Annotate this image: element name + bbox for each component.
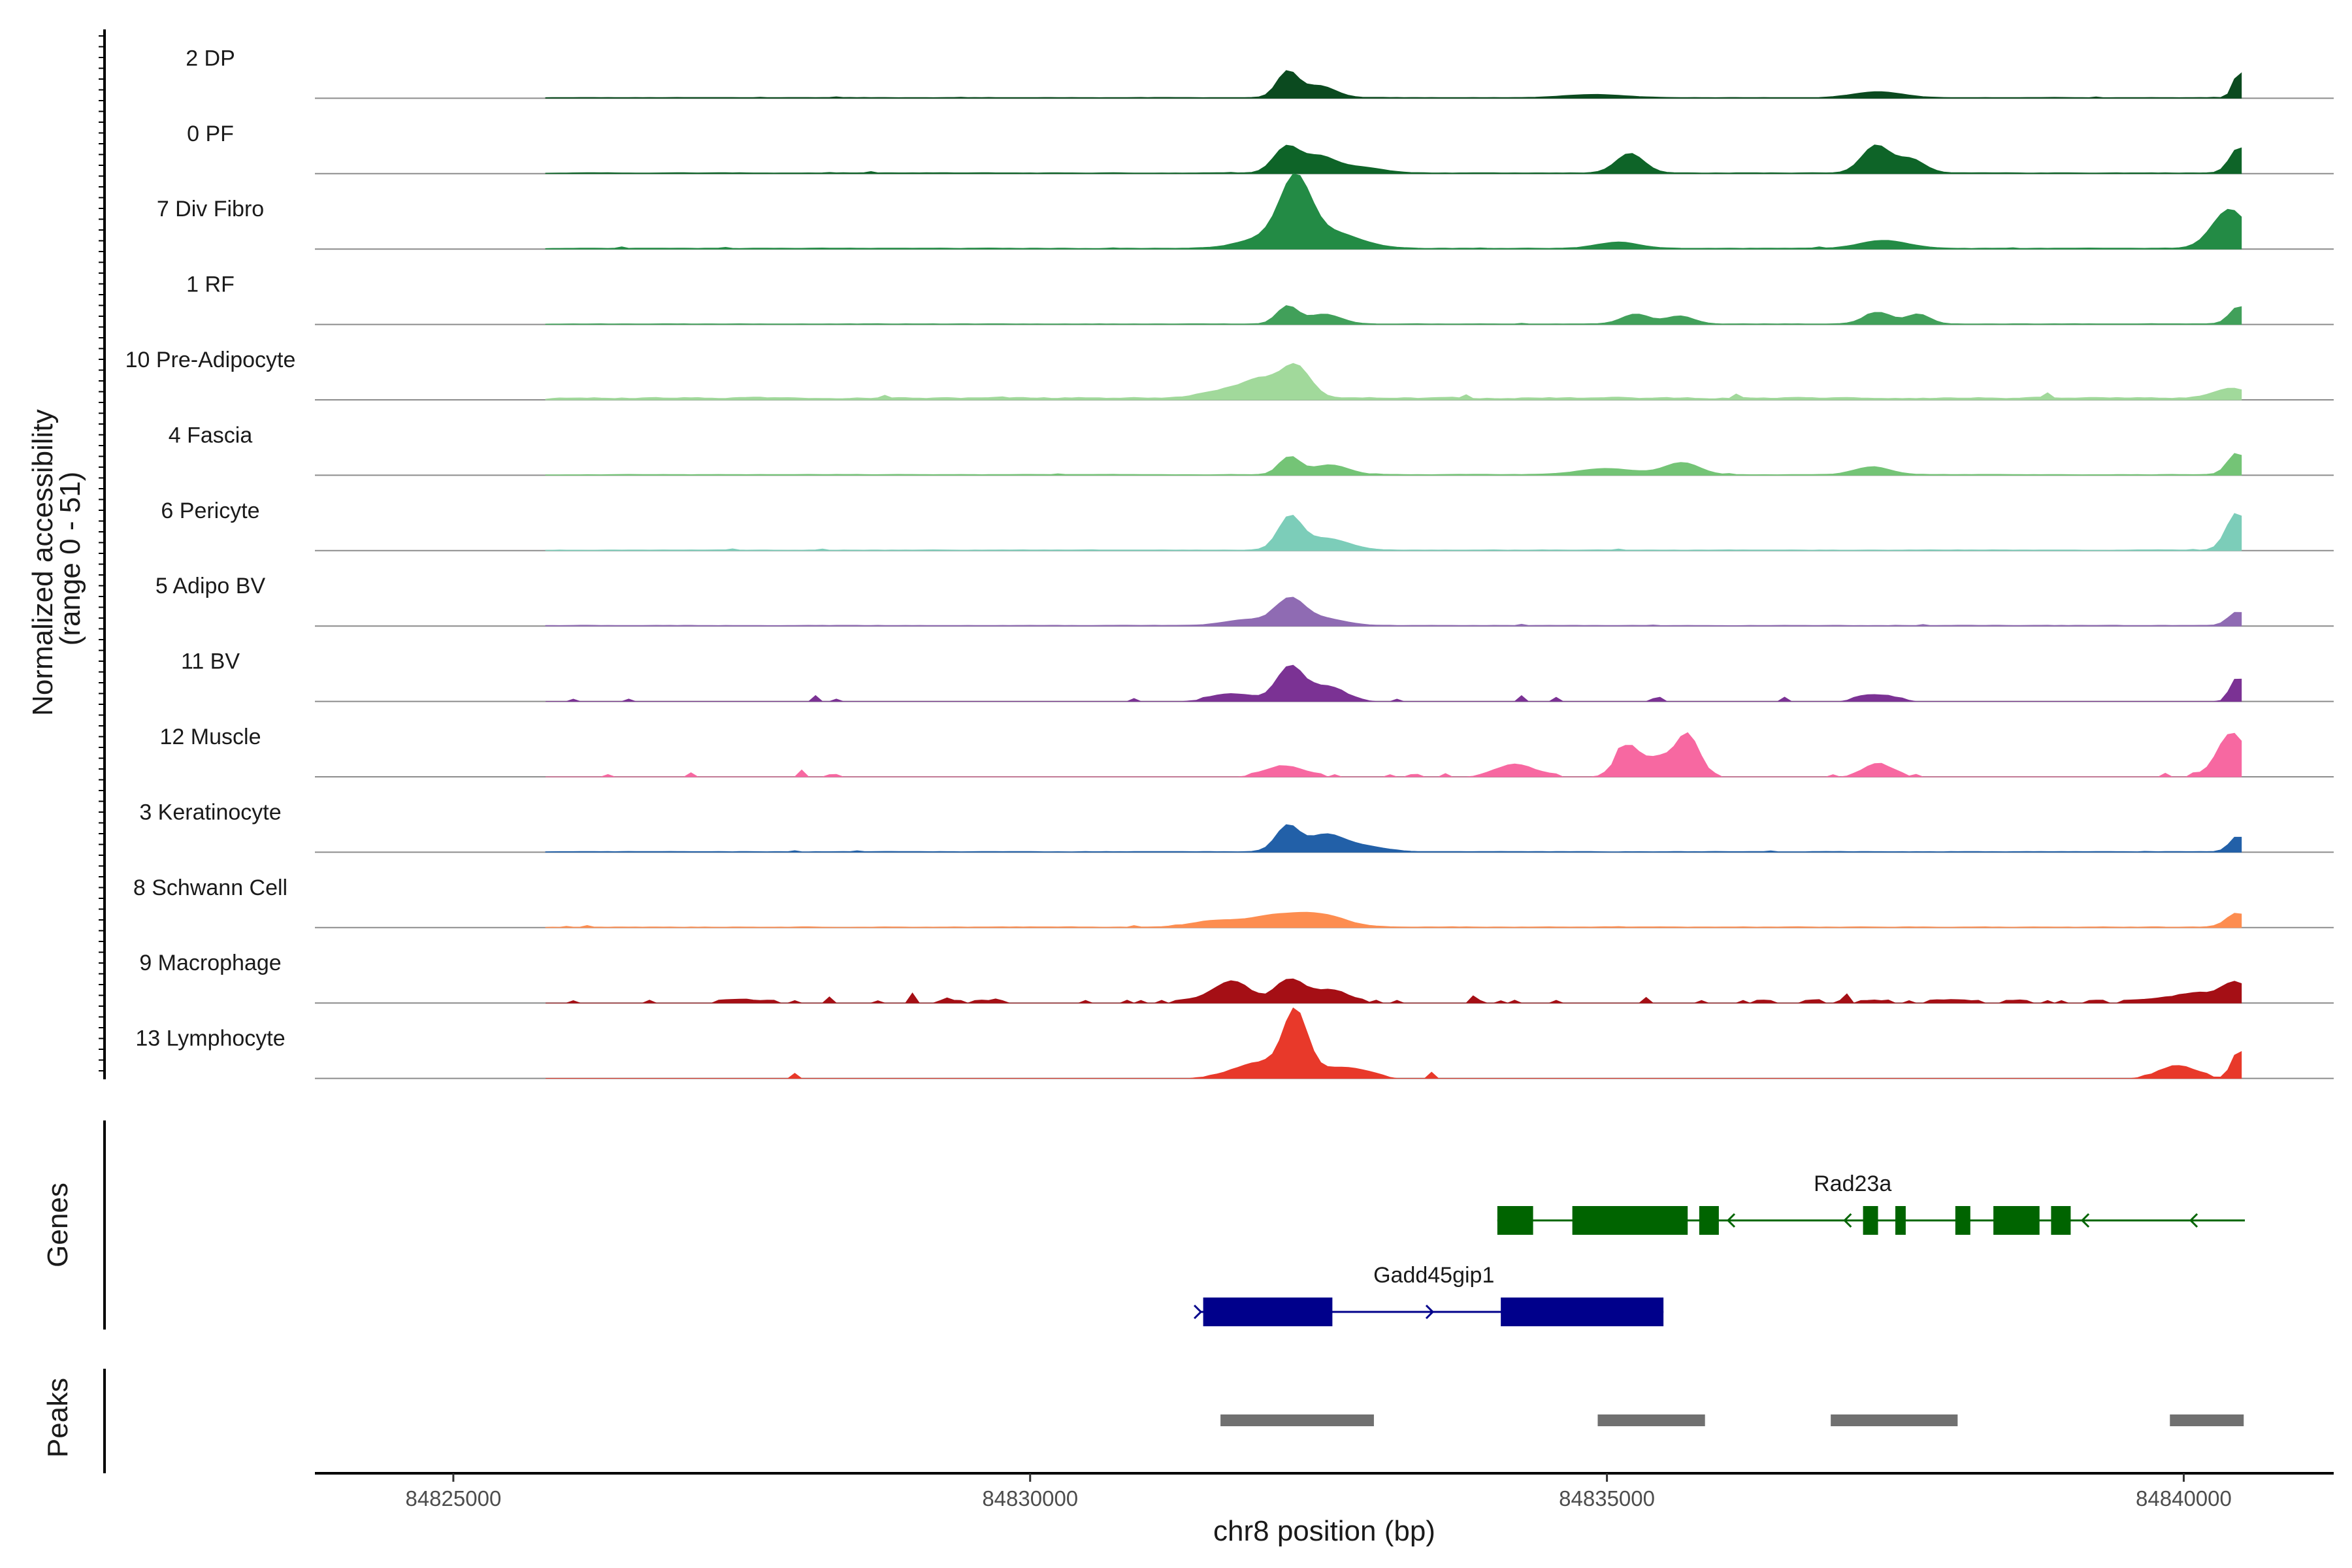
gene-annotation-track: Rad23a Gadd45gip1 [1194, 1171, 2246, 1326]
coverage-tracks: 2 DP 0 PF 7 Div Fibro 1 RF 10 Pre-Adipocyte 4… [125, 46, 2334, 1079]
gene-exon [2051, 1206, 2071, 1235]
x-tick-label: 84835000 [1559, 1486, 1655, 1511]
track-2: 0 PF [187, 122, 2334, 174]
track-8: 5 Adipo BV [155, 574, 2334, 627]
track-area [545, 824, 2242, 853]
track-area [545, 144, 2242, 174]
x-tick-label: 84825000 [405, 1486, 501, 1511]
track-4: 1 RF [186, 272, 2334, 325]
strand-arrow [1425, 1304, 1435, 1320]
track-10: 12 Muscle [160, 725, 2334, 777]
track-area [546, 978, 2242, 1004]
track-area [546, 1007, 2242, 1079]
peak-bar [2170, 1414, 2244, 1426]
y-axis-label-line2: (range 0 - 51) [54, 472, 86, 646]
x-axis-title: chr8 position (bp) [1213, 1515, 1435, 1547]
track-area [545, 173, 2242, 250]
gene-exon [1572, 1206, 1688, 1235]
track-area [546, 664, 2242, 702]
gene-exon [1497, 1206, 1533, 1235]
track-11: 3 Keratinocyte [139, 800, 2334, 853]
peaks-label: Peaks [42, 1378, 74, 1458]
track-label: 10 Pre-Adipocyte [125, 348, 296, 372]
y-axis-label-line1: Normalized accessibility [27, 409, 59, 715]
track-12: 8 Schwann Cell [133, 875, 2334, 928]
genes-label: Genes [42, 1183, 74, 1267]
gene-exon [1863, 1206, 1878, 1235]
track-area [545, 513, 2242, 551]
x-axis: 84825000 84830000 84835000 84840000 [315, 1472, 2334, 1511]
gene-exon [1699, 1206, 1719, 1235]
strand-arrow [1194, 1304, 1203, 1320]
x-tick-label: 84830000 [982, 1486, 1078, 1511]
gene-rad23a: Rad23a [1497, 1171, 2246, 1235]
track-5: 10 Pre-Adipocyte [125, 348, 2334, 400]
track-area [545, 911, 2242, 928]
strand-arrow [1843, 1213, 1852, 1228]
track-label: 7 Div Fibro [157, 197, 264, 221]
track-label: 3 Keratinocyte [139, 800, 281, 825]
gene-name-label: Gadd45gip1 [1373, 1263, 1494, 1288]
track-label: 4 Fascia [169, 423, 253, 448]
track-6: 4 Fascia [169, 423, 2334, 476]
strand-arrow [2189, 1213, 2198, 1228]
track-13: 9 Macrophage [139, 951, 2334, 1004]
track-area [545, 363, 2242, 400]
track-area [546, 732, 2242, 777]
y-axis-label: Normalized accessibility (range 0 - 51) [27, 401, 86, 716]
track-area [545, 596, 2242, 627]
track-label: 13 Lymphocyte [135, 1026, 285, 1051]
track-label: 12 Muscle [160, 725, 261, 749]
peak-bar [1220, 1414, 1374, 1426]
gene-exon [1993, 1206, 2040, 1235]
peak-bar [1831, 1414, 1958, 1426]
track-14: 13 Lymphocyte [135, 1007, 2334, 1079]
peak-bar [1597, 1414, 1705, 1426]
track-7: 6 Pericyte [161, 498, 2334, 551]
track-label: 2 DP [186, 46, 235, 71]
peak-track [1220, 1414, 2244, 1426]
strand-arrow [2080, 1213, 2090, 1228]
gene-exon [1955, 1206, 1970, 1235]
gene-exon [1203, 1298, 1333, 1326]
strand-arrow [1726, 1213, 1736, 1228]
track-label: 8 Schwann Cell [133, 875, 287, 900]
track-area [545, 305, 2242, 325]
gene-name-label: Rad23a [1814, 1171, 1891, 1196]
track-3: 7 Div Fibro [157, 173, 2334, 250]
track-area [545, 453, 2242, 476]
track-label: 0 PF [187, 122, 234, 146]
gene-exon [1501, 1298, 1664, 1326]
track-9: 11 BV [181, 649, 2334, 702]
gene-gadd45gip1: Gadd45gip1 [1194, 1263, 1664, 1326]
track-label: 5 Adipo BV [155, 574, 266, 598]
track-1: 2 DP [186, 46, 2334, 99]
track-label: 6 Pericyte [161, 498, 259, 523]
x-tick-label: 84840000 [2136, 1486, 2232, 1511]
track-label: 1 RF [186, 272, 235, 297]
y-axis-bar [99, 29, 106, 1473]
gene-exon [1895, 1206, 1906, 1235]
track-label: 9 Macrophage [139, 951, 281, 975]
track-label: 11 BV [181, 649, 240, 674]
track-area [545, 70, 2242, 99]
